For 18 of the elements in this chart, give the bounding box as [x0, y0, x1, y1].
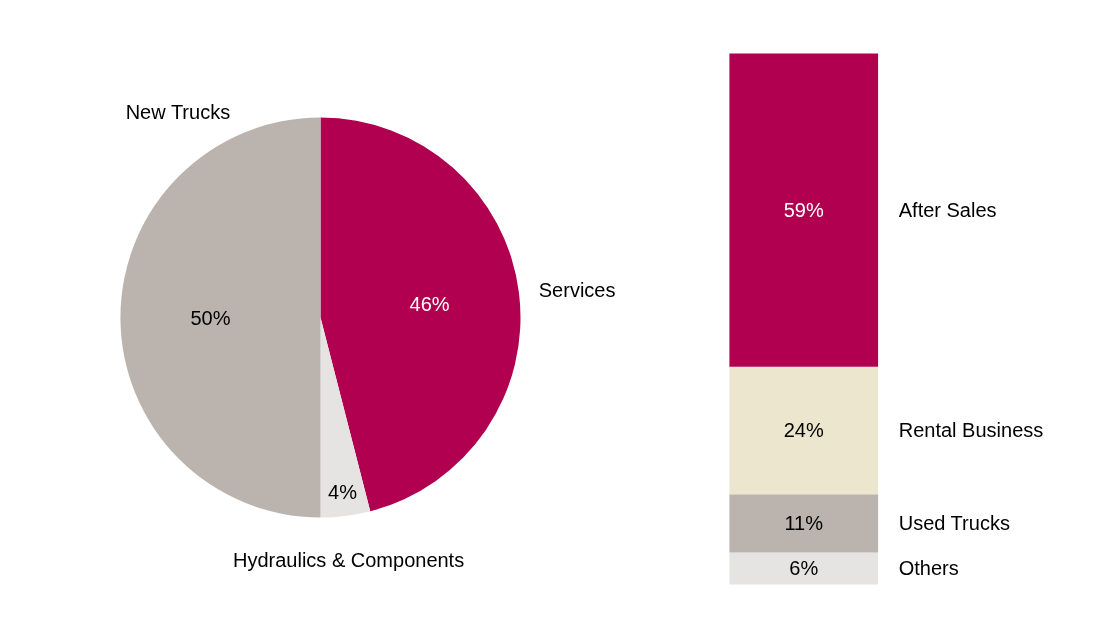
data-label: 50% — [190, 306, 231, 329]
data-label: 24% — [783, 419, 824, 442]
data-label: 46% — [409, 292, 450, 315]
data-label: 59% — [783, 199, 824, 222]
slice-label: Services — [538, 278, 616, 301]
series-label: Rental Business — [898, 419, 1044, 442]
series-label: After Sales — [898, 199, 997, 222]
slice-label: Hydraulics & Components — [232, 548, 465, 571]
data-label: 11% — [784, 512, 824, 535]
bar — [729, 552, 879, 585]
bar — [729, 366, 879, 495]
bar — [729, 494, 879, 553]
data-label: 6% — [789, 557, 819, 580]
slice-label: New Trucks — [125, 100, 231, 123]
bar — [729, 53, 879, 367]
series-label: Used Trucks — [898, 512, 1010, 535]
series-label: Others — [898, 557, 959, 580]
data-label: 4% — [328, 481, 358, 504]
